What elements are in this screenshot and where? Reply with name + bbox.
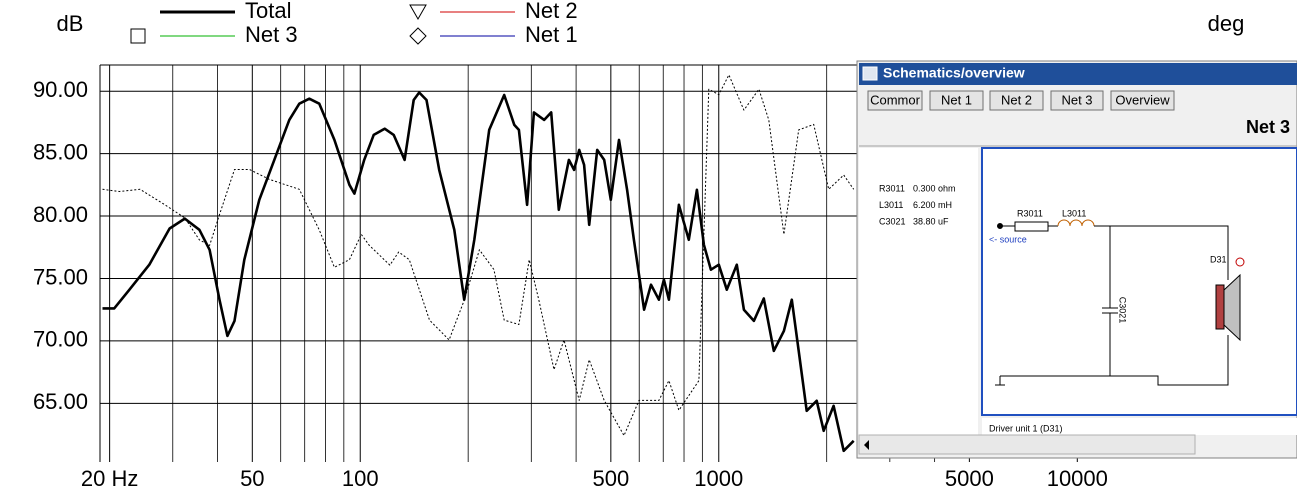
active-net: Net 3 xyxy=(1246,117,1290,137)
scrollbar[interactable] xyxy=(858,434,1196,455)
driver-magnet xyxy=(1215,284,1225,330)
title-bar xyxy=(859,63,1297,85)
component-name: L3011 xyxy=(879,200,903,210)
ground xyxy=(995,376,1005,386)
tab-button-label[interactable]: Net 3 xyxy=(1061,92,1092,107)
scroll-left[interactable] xyxy=(864,440,869,450)
tab-button-label[interactable]: Net 1 xyxy=(941,92,972,107)
inductor-label: L3011 xyxy=(1062,208,1086,218)
y2-axis-label: deg xyxy=(1208,11,1245,36)
plot-area xyxy=(102,74,855,453)
tab-button[interactable] xyxy=(989,90,1044,111)
component-name: C3021 xyxy=(879,216,906,226)
tab-button[interactable] xyxy=(1110,90,1175,111)
x-tick-label: 20 Hz xyxy=(81,466,138,491)
source-label: <- source xyxy=(989,234,1027,244)
window-title: Schematics/overview xyxy=(883,65,1025,81)
toolbar: Commor Net 1 Net 2 Net 3 Overview xyxy=(867,90,1175,111)
capacitor xyxy=(1102,226,1118,376)
schematic xyxy=(995,219,1245,386)
capacitor-label: C3021 xyxy=(1118,297,1128,324)
x-tick-label: 100 xyxy=(342,466,379,491)
tab-button[interactable] xyxy=(929,90,984,111)
phase-line xyxy=(102,74,855,437)
legend-label: Net 1 xyxy=(525,22,578,47)
schematic-panel xyxy=(981,147,1297,416)
y-tick-label: 80.00 xyxy=(33,202,88,227)
legend-marker xyxy=(409,4,427,21)
x-tick-label: 50 xyxy=(240,466,264,491)
resistor-label: R3011 xyxy=(1017,208,1043,218)
tab-button-label[interactable]: Overview xyxy=(1115,92,1170,107)
component-list: R3011 0.300 ohm L3011 6.200 mH C3021 38.80 uF xyxy=(879,183,956,226)
legend-marker xyxy=(130,28,146,44)
y-tick-label: 75.00 xyxy=(33,264,88,289)
component-value: 0.300 ohm xyxy=(913,183,956,193)
schematics-window: Schematics/overview Commor Net 1 Net 2 Net … xyxy=(856,60,1297,459)
y-tick-label: 85.00 xyxy=(33,139,88,164)
tab-button-label[interactable]: Net 2 xyxy=(1001,92,1032,107)
component-name: R3011 xyxy=(879,183,905,193)
status-text: Driver unit 1 (D31) xyxy=(989,423,1063,433)
legend-label: Net 2 xyxy=(525,0,578,23)
y-tick-label: 65.00 xyxy=(33,389,88,414)
component-value: 6.200 mH xyxy=(913,200,952,210)
legend-marker xyxy=(409,27,427,45)
plus-terminal xyxy=(1235,257,1245,267)
x-tick-label: 10000 xyxy=(1047,466,1108,491)
y-axis-label: dB xyxy=(57,11,84,36)
x-tick-label: 5000 xyxy=(945,466,994,491)
inductor xyxy=(1057,219,1095,227)
wire xyxy=(1094,225,1229,280)
legend-label: Net 3 xyxy=(245,22,298,47)
status-panel xyxy=(982,418,1297,435)
component-panel xyxy=(859,148,978,435)
wire xyxy=(1000,335,1229,386)
tab-button[interactable] xyxy=(1050,90,1104,111)
tab-button[interactable] xyxy=(867,90,923,111)
resistor xyxy=(1014,221,1049,232)
response-line xyxy=(102,91,855,453)
y-tick-label: 70.00 xyxy=(33,327,88,352)
x-tick-label: 500 xyxy=(592,466,629,491)
component-value: 38.80 uF xyxy=(913,216,949,226)
driver-cone xyxy=(1223,273,1241,342)
tab-button-label[interactable]: Commor xyxy=(870,92,921,107)
window-icon xyxy=(862,66,878,81)
y-tick-label: 90.00 xyxy=(33,77,88,102)
driver-label: D31 xyxy=(1210,254,1227,264)
legend-label: Total xyxy=(245,0,291,23)
x-tick-label: 1000 xyxy=(694,466,743,491)
schematic-labels: R3011 L3011 <- source D31 C3021 xyxy=(989,208,1227,323)
